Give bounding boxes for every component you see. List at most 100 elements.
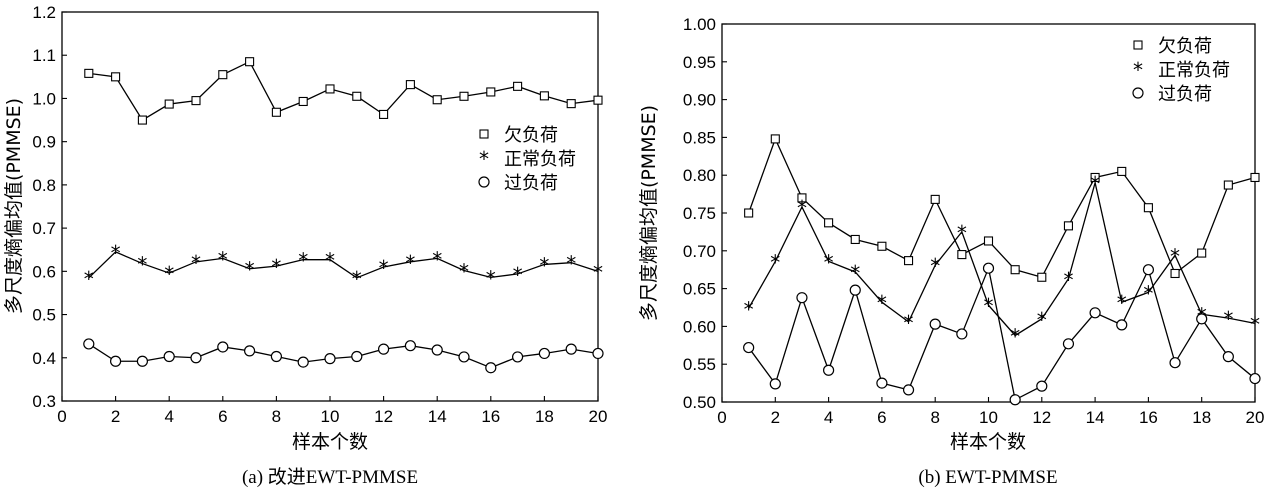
- chart-a-point-square: [218, 70, 228, 80]
- chart-a-point-circle: [297, 356, 309, 368]
- chart-a-point-square: [593, 95, 603, 105]
- chart-a-xtick-label: 0: [57, 407, 66, 426]
- chart-a-xtick-label: 8: [272, 407, 281, 426]
- chart-a-point-star: *: [245, 258, 255, 282]
- chart-a-ytick-label: 0.6: [32, 262, 56, 281]
- chart-b-point-star: *: [1037, 308, 1047, 332]
- chart-b-ytick-label: 0.55: [683, 355, 716, 374]
- chart-b-point-square: [1170, 268, 1180, 279]
- chart-b-point-square: [797, 193, 807, 203]
- chart-b-series-line-star: [748, 182, 1256, 337]
- chart-a-point-star: *: [432, 247, 442, 271]
- chart-a-point-circle: [270, 350, 282, 363]
- chart-b-point-star: *: [930, 254, 940, 278]
- chart-b-point-star: *: [850, 261, 860, 285]
- chart-a-point-star: *: [325, 249, 335, 273]
- chart-b-point-circle: [1116, 319, 1128, 331]
- chart-a-xtick-label: 2: [111, 407, 120, 426]
- chart-b-legend-label: 过负荷: [1158, 84, 1212, 105]
- chart-a-point-star: *: [459, 259, 469, 283]
- chart-a-ytick-label: 1.0: [32, 89, 56, 108]
- chart-b-legend-marker-circle: [1132, 87, 1144, 99]
- chart-a-legend-marker-star: *: [479, 147, 489, 171]
- chart-b-ytick-label: 0.80: [683, 166, 716, 185]
- chart-a-point-star: *: [84, 267, 94, 291]
- chart-b-point-square: [1250, 172, 1260, 183]
- chart-a-ytick-label: 1.1: [32, 46, 56, 65]
- chart-b-point-circle: [1142, 264, 1155, 276]
- chart-b-point-circle: [876, 377, 888, 389]
- chart-b-point-circle: [1196, 313, 1208, 325]
- chart-a-point-square: [352, 91, 362, 101]
- chart-b-xtick-label: 8: [930, 408, 939, 427]
- chart-a-point-star: *: [164, 262, 174, 286]
- chart-b-xtick-label: 6: [877, 408, 886, 427]
- chart-b-point-star: *: [1090, 172, 1100, 196]
- chart-b-point-square: [1197, 248, 1207, 258]
- chart-a-point-square: [513, 81, 523, 91]
- chart-a-point-circle: [592, 347, 604, 360]
- chart-b-xtick-label: 0: [717, 408, 726, 427]
- chart-a-ytick-label: 0.7: [32, 219, 56, 238]
- chart-a-point-star: *: [271, 255, 281, 279]
- chart-b-legend-marker-star: *: [1133, 58, 1143, 82]
- chart-b-point-star: *: [1063, 268, 1073, 292]
- chart-a-point-circle: [431, 344, 443, 356]
- chart-a-ytick-label: 0.5: [32, 306, 56, 325]
- chart-b-legend-label: 欠负荷: [1158, 36, 1212, 57]
- chart-b-ytick-label: 0.90: [683, 91, 716, 110]
- chart-a-ytick-label: 1.2: [32, 3, 56, 22]
- chart-a-ytick-label: 0.9: [32, 133, 56, 152]
- chart-b-xtick-label: 10: [979, 408, 998, 427]
- chart-a-point-square: [111, 72, 121, 82]
- chart-b-point-star: *: [1170, 244, 1180, 268]
- chart-a-xtick-label: 20: [589, 407, 608, 426]
- chart-b-point-circle: [1089, 307, 1101, 319]
- chart-a-legend-label: 欠负荷: [504, 125, 558, 146]
- chart-a-point-star: *: [352, 267, 362, 291]
- chart-a-xtick-label: 18: [535, 407, 554, 426]
- chart-b-point-circle: [743, 341, 755, 354]
- chart-a-point-square: [271, 107, 281, 117]
- chart-b-series-line-circle: [748, 265, 1256, 401]
- chart-a-legend-marker-circle: [478, 176, 490, 188]
- chart-a-xtick-label: 12: [374, 407, 393, 426]
- chart-b-xlabel: 样本个数: [950, 431, 1026, 453]
- chart-b-point-circle: [982, 262, 995, 274]
- chart-a-point-star: *: [486, 266, 496, 290]
- chart-b-point-circle: [1222, 351, 1234, 363]
- chart-a-point-square: [164, 99, 174, 109]
- chart-a-point-square: [191, 96, 201, 106]
- chart-b-point-square: [1223, 180, 1233, 190]
- chart-a-point-square: [245, 57, 255, 67]
- chart-a-point-square: [432, 95, 442, 105]
- chart-b-point-star: *: [957, 221, 967, 245]
- chart-a-point-circle: [83, 338, 95, 350]
- chart-b-point-circle: [796, 292, 808, 304]
- chart-b-point-circle: [849, 284, 861, 296]
- chart-a-point-circle: [324, 353, 336, 365]
- chart-b-point-circle: [822, 364, 835, 376]
- chart-b-point-star: *: [984, 294, 994, 318]
- chart-b-point-circle: [769, 378, 781, 390]
- chart-b-point-star: *: [797, 196, 807, 220]
- chart-a-point-circle: [458, 351, 470, 363]
- chart-a-point-circle: [378, 343, 390, 355]
- chart-a-xtick-label: 14: [428, 407, 447, 426]
- chart-a-point-star: *: [298, 249, 308, 273]
- chart-a-ytick-label: 0.4: [32, 349, 56, 368]
- chart-b-ytick-label: 0.95: [683, 53, 716, 72]
- chart-a-legend-label: 正常负荷: [504, 149, 576, 170]
- chart-a-point-square: [486, 87, 496, 97]
- chart-a-point-circle: [485, 362, 497, 374]
- chart-a-series-line-star: [88, 251, 599, 279]
- chart-b-legend-label: 正常负荷: [1158, 60, 1230, 81]
- chart-b-point-circle: [1062, 338, 1075, 350]
- chart-a-point-circle: [565, 343, 577, 355]
- chart-b-ytick-label: 0.50: [683, 393, 716, 412]
- chart-a-point-star: *: [405, 251, 415, 275]
- chart-a-point-star: *: [111, 241, 121, 265]
- chart-a-point-square: [137, 115, 147, 125]
- chart-b-point-square: [903, 256, 914, 266]
- chart-b-xtick-label: 12: [1032, 408, 1051, 427]
